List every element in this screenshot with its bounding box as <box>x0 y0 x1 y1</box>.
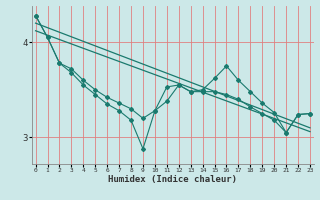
X-axis label: Humidex (Indice chaleur): Humidex (Indice chaleur) <box>108 175 237 184</box>
